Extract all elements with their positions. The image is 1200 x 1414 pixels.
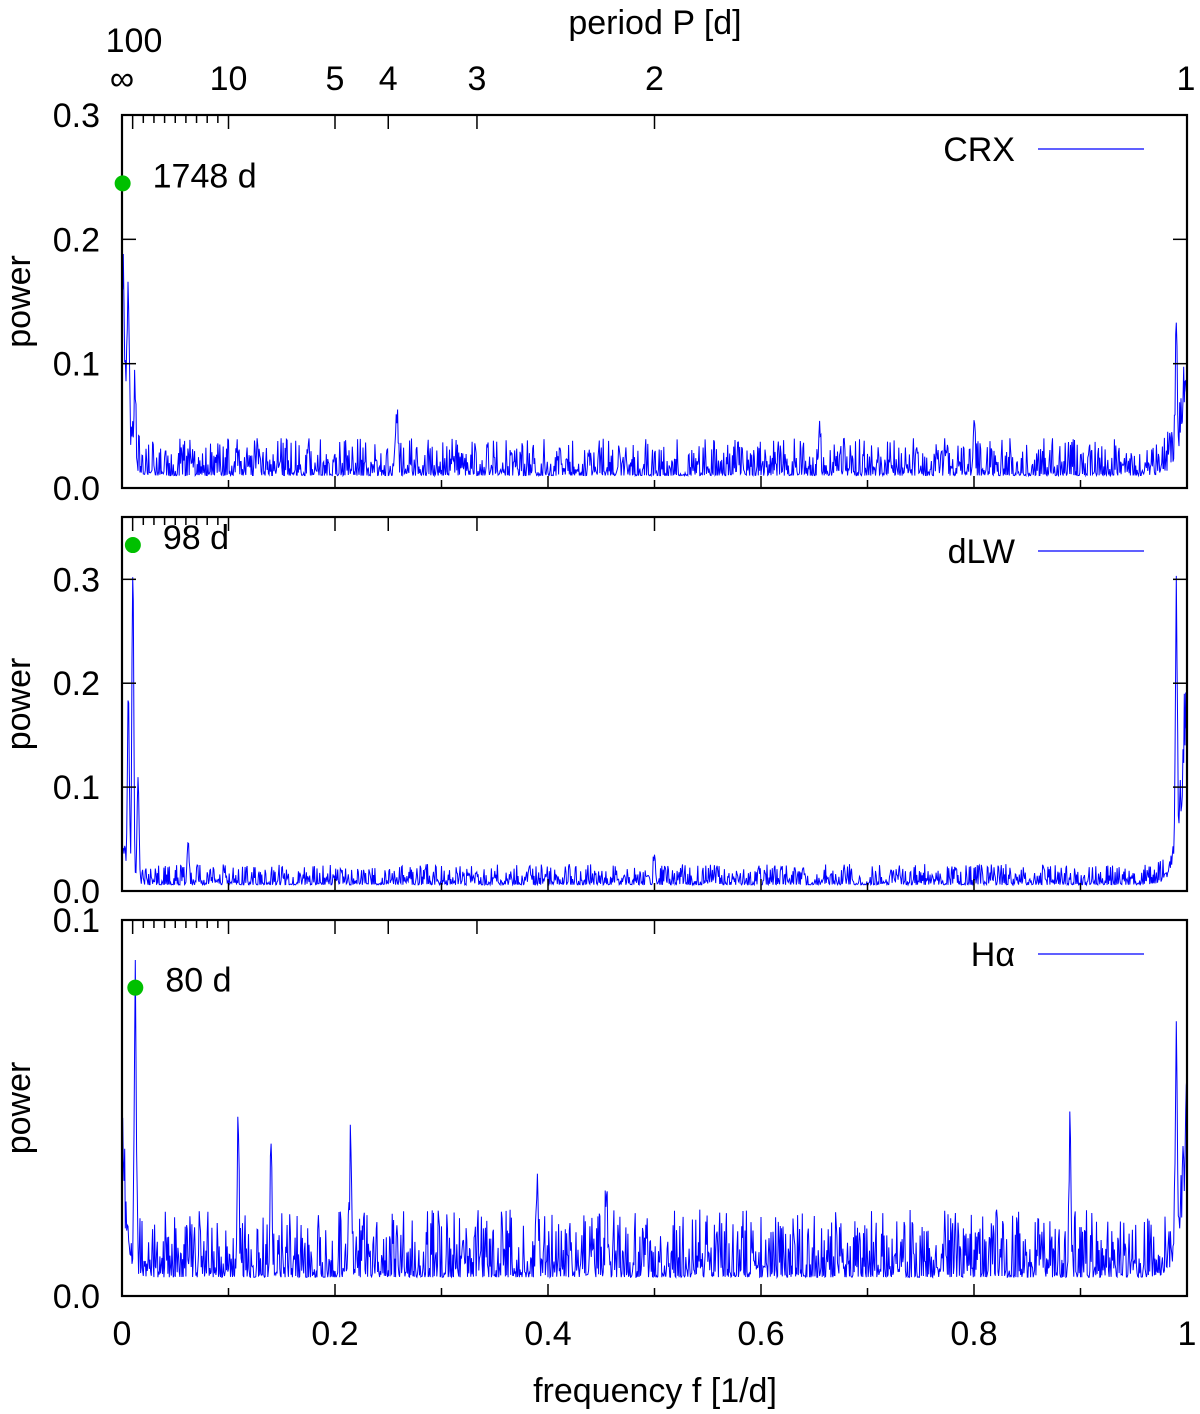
panel-1: 0.0 0.1 0.2 0.3 power CRX 1748 d (0, 97, 1189, 508)
period-tick-label: 4 (379, 60, 398, 98)
y-axis-title: power (0, 255, 38, 348)
y-tick-label: 0.3 (53, 561, 100, 599)
y-tick-label: 0.3 (53, 97, 100, 135)
y-tick-label: 0.0 (53, 470, 100, 508)
y-tick-label: 0.2 (53, 665, 100, 703)
x-tick-label: 0 (113, 1315, 132, 1353)
legend-label: dLW (948, 533, 1015, 571)
x-tick-label: 0.4 (524, 1315, 571, 1353)
period-tick-label: ∞ (110, 60, 134, 98)
y-tick-label: 0.0 (53, 873, 100, 911)
top-axis-title: period P [d] (568, 4, 741, 42)
x-tick-label: 0.2 (311, 1315, 358, 1353)
peak-marker (114, 175, 131, 192)
series-line-crx (121, 238, 1188, 478)
bottom-axis-title: frequency f [1/d] (533, 1372, 777, 1410)
period-tick-label: 10 (210, 60, 248, 98)
peak-label: 98 d (163, 519, 229, 557)
panel-3: 0.0 0.1 power Hα 80 d (0, 902, 1189, 1316)
y-tick-label: 0.2 (53, 221, 100, 259)
series-line-hα (121, 959, 1188, 1280)
y-axis-title: power (0, 658, 38, 751)
y-tick-label: 0.1 (53, 346, 100, 384)
period-tick-label: 3 (468, 60, 487, 98)
y-tick-label: 0.0 (53, 1278, 100, 1316)
peak-marker (127, 979, 144, 996)
legend-label: CRX (943, 131, 1015, 169)
period-tick-label: 100 (106, 22, 163, 60)
peak-label: 1748 d (153, 157, 257, 195)
plot-frame (120, 515, 1189, 893)
x-tick-label: 0.8 (950, 1315, 997, 1353)
series-line-dlw (121, 575, 1188, 887)
period-tick-labels: 100∞ 10 5 4 3 2 1 (106, 22, 1196, 98)
y-tick-label: 0.1 (53, 769, 100, 807)
panel-2: 0.0 0.1 0.2 0.3 power dLW 98 d (0, 515, 1189, 911)
peak-marker (124, 537, 141, 554)
x-tick-label: 0.6 (737, 1315, 784, 1353)
plot-frame (120, 113, 1189, 490)
y-tick-label: 0.1 (53, 902, 100, 940)
period-tick-label: 2 (645, 60, 664, 98)
y-axis-title: power (0, 1062, 38, 1155)
period-tick-label: 1 (1177, 60, 1196, 98)
x-tick-label: 1 (1178, 1315, 1197, 1353)
period-tick-label: 5 (326, 60, 345, 98)
legend-label: Hα (971, 936, 1015, 974)
peak-label: 80 d (165, 962, 231, 1000)
